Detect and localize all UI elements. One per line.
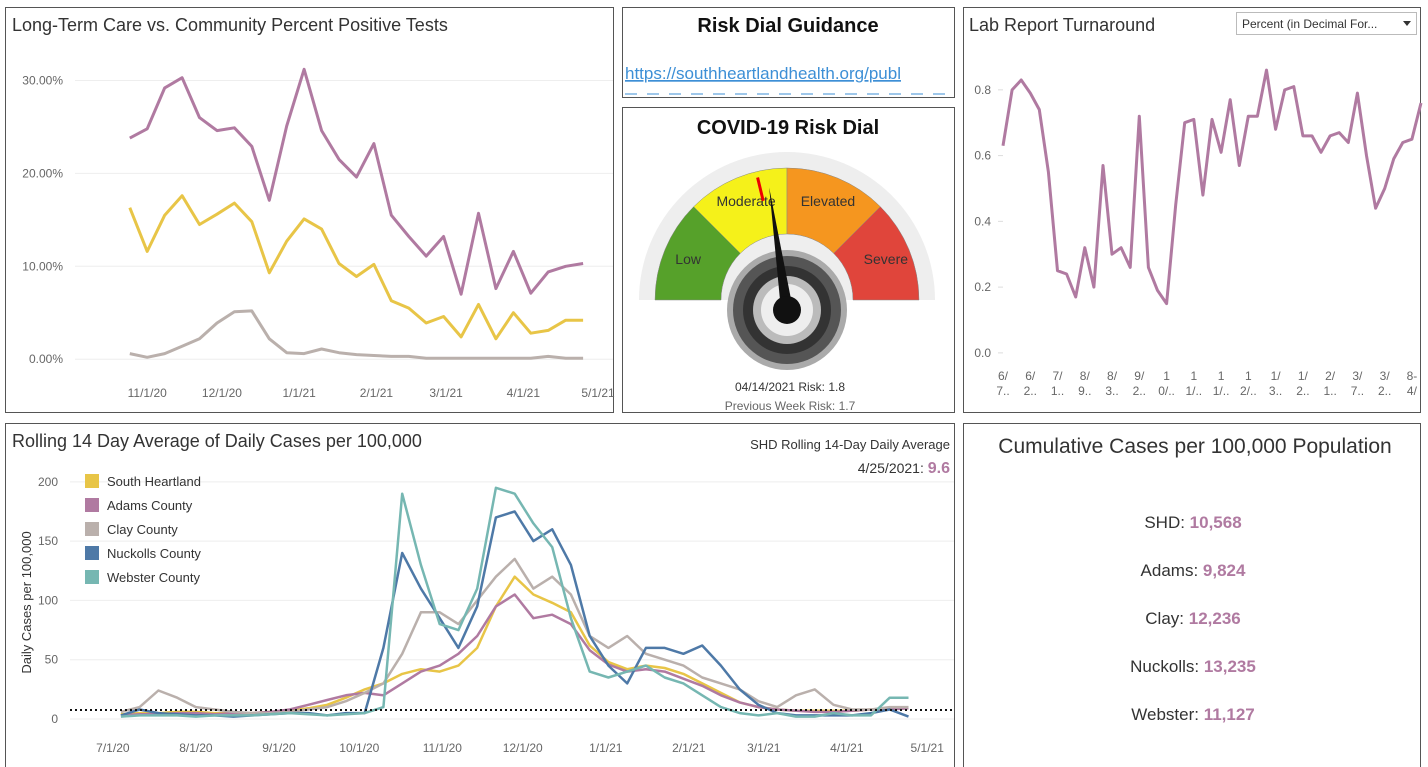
previous-risk: Previous Week Risk: 1.7 [725,399,856,413]
cumulative-title: Cumulative Cases per 100,000 Population [998,435,1391,458]
dropdown[interactable]: Percent (in Decimal For... [1237,13,1417,35]
y-tick-label: 30.00% [22,73,63,87]
dropdown-text[interactable]: Percent (in Decimal For... [1242,17,1377,31]
x-tick-label: 3/2.. [1378,369,1391,398]
y-tick-label: 100 [38,593,58,607]
item-label: Nuckolls: [1130,657,1204,676]
x-tick-label: 2/1/21 [672,741,706,755]
current-risk: 04/14/2021 Risk: 1.8 [735,380,845,394]
item-value: 13,235 [1204,657,1256,676]
x-tick-label: 2/1/21 [360,386,394,400]
item-value: 10,568 [1190,513,1242,532]
x-tick-label: 9/1/20 [262,741,296,755]
item-value: 11,127 [1204,705,1255,724]
x-tick-label: 12/1/20 [503,741,543,755]
legend-swatch [85,570,99,584]
item-label: Adams: [1141,561,1203,580]
legend-label: Clay County [107,522,178,537]
y-tick-label: 0.00% [29,352,63,366]
legend-swatch [85,522,99,536]
y-tick-label: 0.6 [974,149,991,163]
y-tick-label: 150 [38,534,58,548]
y-axis-label: Daily Cases per 100,000 [19,531,34,673]
cumulative-item: Clay: 12,236 [1145,609,1240,628]
guidance-link[interactable]: https://southheartlandhealth.org/publ [625,64,901,83]
item-value: 9,824 [1203,561,1246,580]
x-tick-label: 1/2.. [1296,369,1309,398]
item-label: SHD: [1144,513,1189,532]
x-tick-label: 8/9.. [1078,369,1091,398]
x-tick-label: 7/1.. [1051,369,1064,398]
x-tick-label: 3/1/21 [747,741,781,755]
y-tick-label: 0.4 [974,214,991,228]
y-tick-label: 0.0 [974,346,991,360]
link-clip: https://southheartlandhealth.org/publ [625,64,901,83]
y-tick-label: 0 [51,712,58,726]
value: 1.8 [828,380,845,394]
x-tick-label: 6/2.. [1024,369,1037,398]
x-tick-label: 11/1/20 [128,386,167,400]
cumulative-item: Webster: 11,127 [1131,705,1255,724]
x-tick-label: 11/1/20 [423,741,462,755]
x-tick-label: 9/2.. [1133,369,1146,398]
dial-level: Elevated [801,193,855,209]
legend-label: Adams County [107,498,193,513]
x-tick-label: 8/3.. [1105,369,1118,398]
chart-title: Rolling 14 Day Average of Daily Cases pe… [12,431,422,451]
cumulative-item: SHD: 10,568 [1144,513,1241,532]
y-tick-label: 200 [38,475,58,489]
label: 04/14/2021 Risk: [735,380,828,394]
x-tick-label: 4/1/21 [830,741,864,755]
dashboard: Risk Dial Guidance https://southheartlan… [0,0,1428,767]
panel [964,8,1421,413]
x-tick-label: 4/1/21 [507,386,541,400]
item-label: Webster: [1131,705,1203,724]
x-tick-label: 3/1/21 [429,386,463,400]
dial-level: Low [675,251,702,267]
chart-title: Long-Term Care vs. Community Percent Pos… [12,15,448,35]
x-tick-label: 6/7.. [996,369,1009,398]
label: Previous Week Risk: [725,399,839,413]
dial-level: Moderate [716,193,775,209]
x-tick-label: 1/1/21 [589,741,623,755]
guidance-title: Risk Dial Guidance [697,15,878,37]
legend-swatch [85,546,99,560]
dial-title: COVID-19 Risk Dial [697,117,879,139]
legend-label: Webster County [107,570,200,585]
legend-label: South Heartland [107,474,201,489]
cumulative-item: Nuckolls: 13,235 [1130,657,1256,676]
y-tick-label: 20.00% [22,166,63,180]
annotation-value: 4/25/2021: 9.6 [858,460,950,477]
item-label: Clay: [1145,609,1188,628]
x-tick-label: 7/1/20 [96,741,130,755]
x-tick-label: 3/7.. [1351,369,1364,398]
dial-level: Severe [864,251,909,267]
chart-title: Lab Report Turnaround [969,15,1155,35]
y-tick-label: 50 [45,653,59,667]
x-tick-label: 12/1/20 [202,386,242,400]
x-tick-label: 8/1/20 [179,741,213,755]
y-tick-label: 0.2 [974,280,991,294]
annotation: SHD Rolling 14-Day Daily Average [750,437,950,452]
x-tick-label: 8-4/ [1407,369,1418,398]
value: 9.6 [928,460,950,477]
x-tick-label: 1/1/21 [282,386,316,400]
needle-hub [773,296,801,324]
y-tick-label: 0.8 [974,83,991,97]
legend-swatch [85,498,99,512]
item-value: 12,236 [1189,609,1241,628]
x-tick-label: 2/1.. [1323,369,1336,398]
x-tick-label: 5/1/21 [581,386,615,400]
cumulative-item: Adams: 9,824 [1141,561,1246,580]
x-tick-label: 10/1/20 [339,741,379,755]
value: 1.7 [839,399,856,413]
x-tick-label: 1/3.. [1269,369,1282,398]
legend-swatch [85,474,99,488]
y-tick-label: 10.00% [22,259,63,273]
legend-label: Nuckolls County [107,546,201,561]
label: 4/25/2021: [858,460,928,476]
x-tick-label: 5/1/21 [911,741,945,755]
